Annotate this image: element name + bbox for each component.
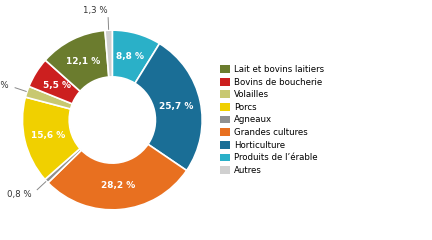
Wedge shape: [135, 43, 202, 170]
Text: 12,1 %: 12,1 %: [66, 57, 100, 66]
Text: 28,2 %: 28,2 %: [101, 181, 135, 190]
Legend: Lait et bovins laitiers, Bovins de boucherie, Volailles, Porcs, Agneaux, Grandes: Lait et bovins laitiers, Bovins de bouch…: [219, 63, 326, 177]
Wedge shape: [112, 30, 159, 83]
Wedge shape: [29, 60, 80, 104]
Wedge shape: [45, 149, 82, 183]
Wedge shape: [45, 30, 109, 91]
Wedge shape: [22, 97, 80, 180]
Text: 15,6 %: 15,6 %: [32, 131, 66, 140]
Wedge shape: [105, 30, 112, 77]
Text: 5,5 %: 5,5 %: [43, 81, 70, 90]
Text: 0,8 %: 0,8 %: [7, 190, 32, 199]
Text: 1,3 %: 1,3 %: [83, 6, 108, 15]
Wedge shape: [48, 144, 187, 210]
Text: 2,0 %: 2,0 %: [0, 81, 8, 90]
Text: 25,7 %: 25,7 %: [159, 102, 194, 111]
Text: 8,8 %: 8,8 %: [116, 52, 144, 61]
Wedge shape: [25, 86, 72, 109]
